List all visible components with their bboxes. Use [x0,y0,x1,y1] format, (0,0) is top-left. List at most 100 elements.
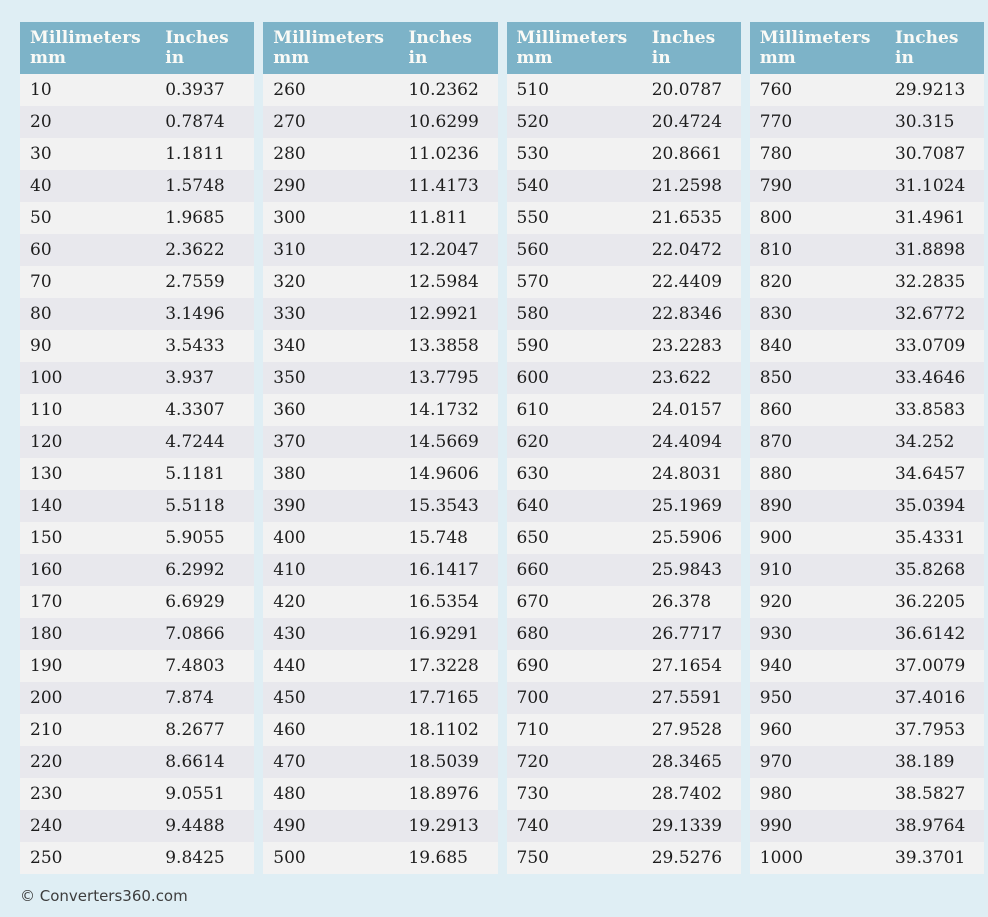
mm-value-cell: 810 [759,240,793,260]
mm-value-cell: 880 [759,464,793,484]
table-row: 640 25.1969 [506,490,741,522]
mm-value-cell: 590 [516,336,549,356]
inches-value-cell: 12.5984 [408,272,479,292]
mm-value-cell: 470 [273,752,306,772]
inches-column-header: Inches in [165,28,254,68]
table-row: 180 7.0866 [20,618,255,650]
inches-value-cell: 39.3701 [894,848,966,868]
mm-value-cell: 210 [30,720,63,740]
table-row: 960 37.7953 [749,714,984,746]
table-row: 480 18.8976 [263,778,498,810]
inches-value-cell: 9.8425 [165,848,225,868]
mm-value-cell: 240 [30,816,63,836]
mm-header-unit: mm [30,48,66,68]
mm-value-cell: 990 [759,816,793,836]
mm-value-cell: 400 [273,528,306,548]
mm-value-cell: 630 [516,464,549,484]
table-row: 500 19.685 [263,842,498,874]
inches-value-cell: 6.6929 [165,592,225,612]
table-body: 510 20.0787 520 20.4724 530 20.8661 540 21.2598… [506,74,741,874]
mm-value-cell: 150 [30,528,63,548]
inches-value-cell: 35.0394 [894,496,966,516]
table-row: 350 13.7795 [263,362,498,394]
mm-value-cell: 350 [273,368,306,388]
table-row: 470 18.5039 [263,746,498,778]
mm-value-cell: 680 [516,624,549,644]
mm-column-header: Millimeters mm [20,28,165,68]
table-row: 150 5.9055 [20,522,255,554]
conversion-table: Millimeters mm Inches in 260 10.2362 270 10.629… [263,22,498,874]
table-row: 510 20.0787 [506,74,741,106]
mm-value-cell: 760 [759,80,793,100]
table-row: 770 30.315 [749,106,984,138]
inches-value-cell: 18.1102 [408,720,479,740]
table-row: 100 3.937 [20,362,255,394]
inches-value-cell: 24.0157 [651,400,723,420]
inches-value-cell: 27.9528 [651,720,723,740]
table-row: 320 12.5984 [263,266,498,298]
mm-value-cell: 510 [516,80,549,100]
table-header: Millimeters mm Inches in [20,22,255,74]
inches-header-unit: in [408,48,428,68]
table-row: 250 9.8425 [20,842,255,874]
mm-value-cell: 800 [759,208,793,228]
mm-value-cell: 480 [273,784,306,804]
table-row: 870 34.252 [749,426,984,458]
table-row: 880 34.6457 [749,458,984,490]
inches-header-label: Inches [651,28,716,48]
inches-value-cell: 16.9291 [408,624,479,644]
table-row: 550 21.6535 [506,202,741,234]
inches-value-cell: 25.5906 [651,528,723,548]
mm-header-label: Millimeters [759,28,871,48]
inches-value-cell: 27.1654 [651,656,723,676]
inches-value-cell: 21.6535 [651,208,723,228]
inches-value-cell: 1.9685 [165,208,225,228]
table-row: 720 28.3465 [506,746,741,778]
table-row: 280 11.0236 [263,138,498,170]
inches-value-cell: 29.1339 [651,816,723,836]
mm-value-cell: 1000 [759,848,804,868]
mm-value-cell: 700 [516,688,549,708]
inches-value-cell: 33.4646 [894,368,966,388]
table-body: 10 0.3937 20 0.7874 30 1.1811 40 1.5748 50 1.9685… [20,74,255,874]
table-row: 440 17.3228 [263,650,498,682]
inches-value-cell: 7.874 [165,688,214,708]
mm-value-cell: 830 [759,304,793,324]
table-row: 580 22.8346 [506,298,741,330]
table-row: 620 24.4094 [506,426,741,458]
inches-value-cell: 13.3858 [408,336,479,356]
mm-value-cell: 940 [759,656,793,676]
inches-value-cell: 36.2205 [894,592,966,612]
inches-value-cell: 18.8976 [408,784,479,804]
table-row: 750 29.5276 [506,842,741,874]
table-row: 710 27.9528 [506,714,741,746]
inches-value-cell: 9.0551 [165,784,225,804]
mm-value-cell: 720 [516,752,549,772]
table-row: 60 2.3622 [20,234,255,266]
inches-value-cell: 1.1811 [165,144,225,164]
inches-value-cell: 31.4961 [894,208,966,228]
table-row: 170 6.6929 [20,586,255,618]
inches-column-header: Inches in [652,28,741,68]
mm-value-cell: 910 [759,560,793,580]
table-row: 840 33.0709 [749,330,984,362]
table-row: 690 27.1654 [506,650,741,682]
table-row: 90 3.5433 [20,330,255,362]
inches-header-label: Inches [408,28,472,48]
table-row: 190 7.4803 [20,650,255,682]
inches-value-cell: 37.7953 [894,720,966,740]
table-row: 80 3.1496 [20,298,255,330]
table-row: 860 33.8583 [749,394,984,426]
mm-value-cell: 120 [30,432,63,452]
table-row: 680 26.7717 [506,618,741,650]
mm-value-cell: 10 [30,80,52,100]
table-row: 130 5.1181 [20,458,255,490]
table-row: 110 4.3307 [20,394,255,426]
table-row: 70 2.7559 [20,266,255,298]
table-row: 220 8.6614 [20,746,255,778]
inches-value-cell: 0.3937 [165,80,225,100]
inches-value-cell: 25.9843 [651,560,723,580]
mm-value-cell: 60 [30,240,52,260]
table-row: 120 4.7244 [20,426,255,458]
inches-value-cell: 15.3543 [408,496,479,516]
